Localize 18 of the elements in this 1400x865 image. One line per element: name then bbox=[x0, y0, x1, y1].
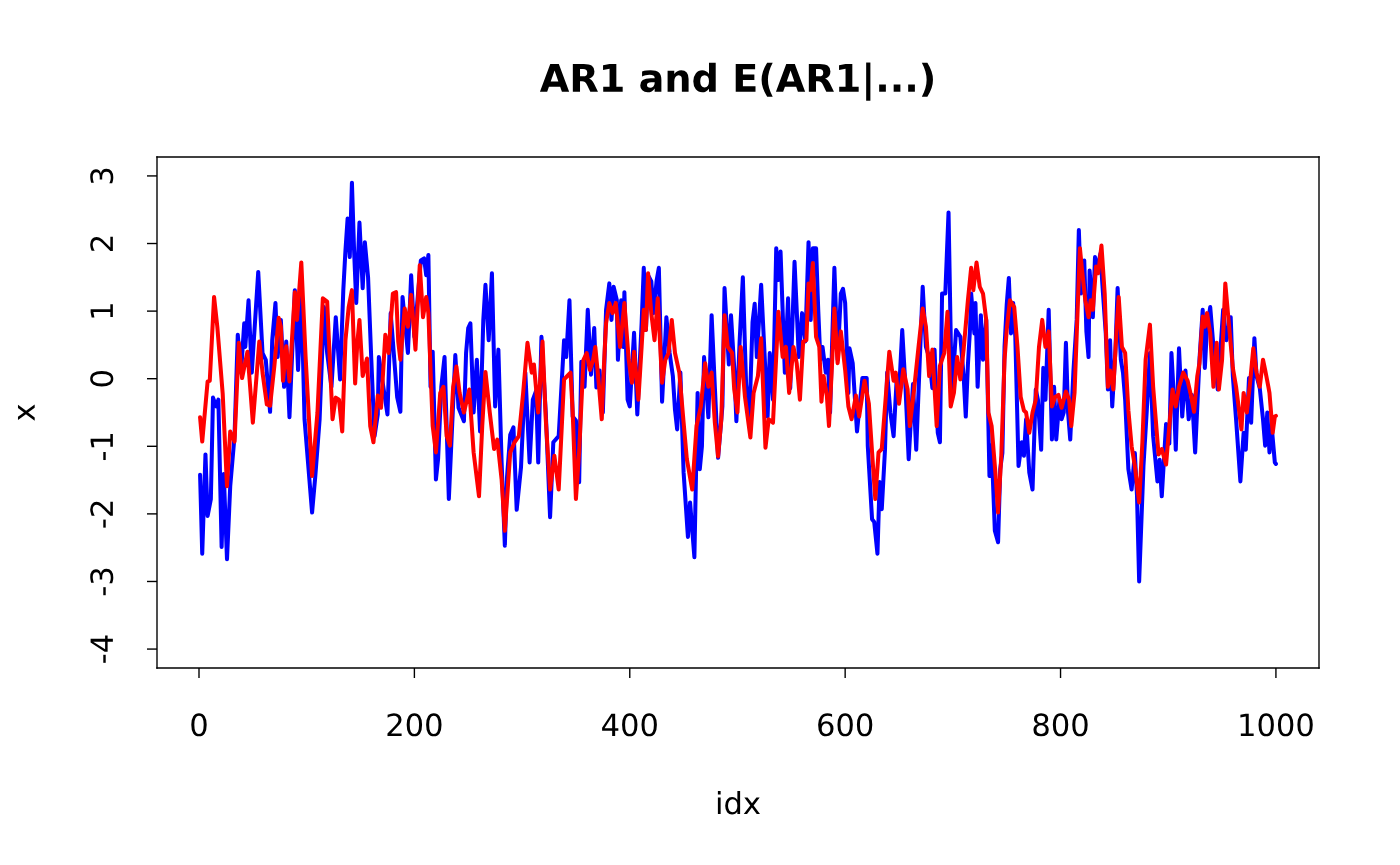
x-tick-label: 1000 bbox=[1240, 713, 1313, 737]
x-tick-label: 600 bbox=[818, 713, 873, 737]
x-tick-label: 0 bbox=[191, 713, 207, 737]
x-tick-label: 400 bbox=[602, 713, 657, 737]
y-tick-label: -4 bbox=[90, 635, 113, 663]
y-tick-label: 0 bbox=[90, 371, 114, 387]
x-tick-label: 800 bbox=[1033, 713, 1088, 737]
y-tick-label: -2 bbox=[90, 501, 113, 528]
y-tick-label: -3 bbox=[90, 568, 114, 596]
y-axis-title: x bbox=[17, 404, 35, 421]
y-tick-label: -1 bbox=[90, 433, 113, 461]
y-tick-label: 1 bbox=[90, 304, 113, 318]
x-axis-title: idx bbox=[717, 790, 760, 815]
line-series bbox=[198, 243, 1278, 533]
y-tick-label: 3 bbox=[90, 168, 114, 184]
y-tick-label: 2 bbox=[90, 236, 113, 251]
x-tick-label: 200 bbox=[387, 713, 442, 737]
chart-title: AR1 and E(AR1|...) bbox=[539, 62, 933, 101]
